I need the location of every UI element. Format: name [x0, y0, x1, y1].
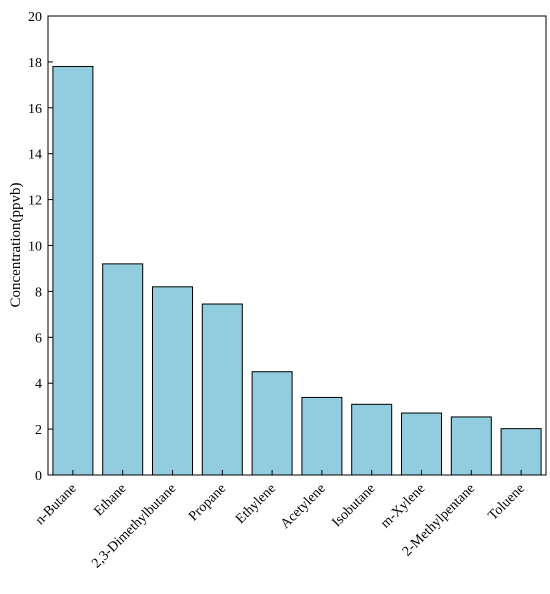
y-tick-label: 20 [28, 10, 42, 25]
x-tick-label: n-Butane [33, 481, 80, 528]
y-tick-label: 2 [35, 423, 42, 438]
y-tick-label: 10 [28, 240, 42, 255]
y-tick-label: 8 [35, 285, 42, 300]
y-tick-label: 16 [28, 102, 42, 117]
bar [52, 65, 94, 476]
x-tick-label: m-Xylene [378, 481, 428, 531]
y-tick-label: 0 [35, 469, 42, 484]
bars [52, 65, 542, 476]
bar [152, 286, 193, 476]
bar [301, 396, 343, 476]
y-tick-label: 6 [35, 331, 42, 346]
bar [500, 428, 542, 476]
bar [201, 303, 243, 476]
y-tick-label: 14 [28, 148, 42, 163]
x-tick-label: Ethylene [233, 481, 279, 527]
bar [102, 263, 144, 476]
y-axis: 0 2 4 6 8 10 12 14 16 18 20 [28, 10, 53, 484]
y-axis-label: Concentration(ppvb) [8, 183, 24, 308]
x-tick-label: Acetylene [278, 481, 329, 532]
y-tick-label: 18 [28, 56, 42, 71]
x-tick-label: Ethane [91, 481, 129, 519]
x-tick-label: Propane [186, 481, 229, 524]
x-tick-label: Toluene [486, 481, 528, 523]
x-tick-label: 2,3-Dimethylbutane [89, 481, 179, 571]
bar [450, 416, 492, 476]
y-tick-label: 4 [35, 377, 42, 392]
bar [351, 403, 393, 476]
bar [251, 371, 293, 476]
y-tick-label: 12 [28, 194, 42, 209]
x-tick-label: Isobutane [329, 481, 378, 530]
bar [401, 412, 442, 476]
